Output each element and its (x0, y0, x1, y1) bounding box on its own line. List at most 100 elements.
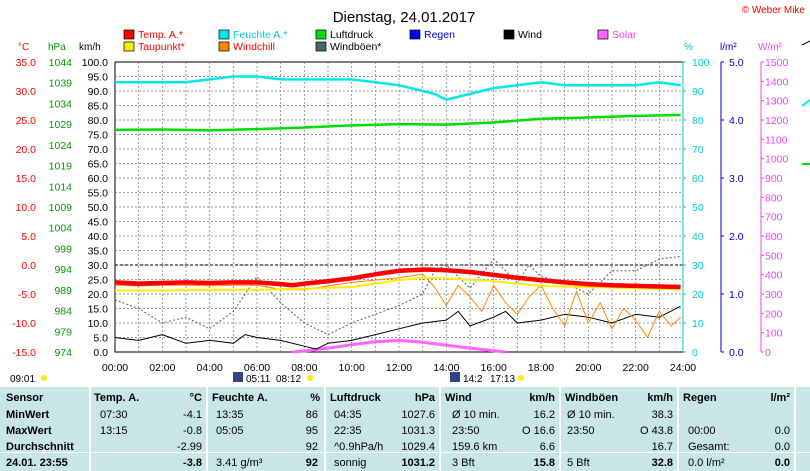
axis-tick-label: 974 (54, 347, 72, 359)
cell-wind-value: 15.8 (533, 457, 555, 469)
header-temp-unit: °C (189, 392, 202, 404)
axis-tick-label: 1034 (49, 98, 73, 110)
axis-tick-label: 5.0 (21, 231, 36, 243)
axis-tick-label: 35.0 (16, 57, 37, 69)
cell-humidity-time: 05:05 (216, 425, 244, 437)
cell-temp-value: -3.8 (183, 457, 202, 469)
cell-pressure-time: 04:35 (334, 409, 362, 421)
header-humidity-unit: % (310, 392, 320, 404)
axis-tick-label: 2.0 (729, 231, 744, 243)
cell-temp-time: 07:30 (100, 409, 128, 421)
axis-tick-label: 0 (692, 347, 698, 359)
weather-chart: Dienstag, 24.01.2017 © Weber Mike Temp. … (10, 5, 810, 385)
axis-tick-label: 1004 (49, 223, 73, 235)
cell-rain-value: 0.0 (774, 425, 790, 437)
cell-pressure-value: 1029.4 (401, 441, 435, 453)
axis-tick-label: 100 (765, 328, 783, 340)
axis-tick-label: 60 (692, 173, 704, 185)
legend-swatch (409, 29, 421, 40)
x-tick-label: 02:00 (149, 362, 175, 374)
axis-tick-label: 100 (692, 57, 710, 69)
x-tick-label: 10:00 (339, 362, 365, 374)
row-label: MinWert (6, 409, 50, 421)
axis-tick-label: 1300 (765, 96, 789, 108)
pressure-unit: hPa (48, 42, 66, 53)
axes: 35.0 30.0 25.0 20.0 15.0 10.0 5.0 0.0 -5.0 -10.0 -… (12, 57, 788, 374)
axis-tick-label: 55.0 (88, 188, 109, 200)
axis-tick-label: 1.0 (729, 289, 744, 301)
axis-tick-label: 70.0 (88, 144, 109, 156)
axis-tick-label: 994 (54, 264, 72, 276)
time-mark: 08:12 (276, 374, 301, 385)
legend-label: Windchill (233, 41, 275, 53)
axis-tick-label: 85.0 (88, 101, 109, 113)
right-edge-marks (801, 40, 810, 165)
cell-wind-desc: Ø 10 min. (452, 409, 500, 421)
cell-temp-value: -2.99 (176, 441, 202, 453)
cell-rain-value: 0.0 (774, 441, 790, 453)
legend-swatch (218, 41, 230, 52)
x-tick-label: 12:00 (386, 362, 412, 374)
sunrise-icon (233, 372, 243, 382)
series-line (115, 75, 681, 101)
cell-humidity-value: 92 (305, 457, 318, 469)
axis-tick-label: 20 (692, 289, 704, 301)
sun-icon (307, 375, 313, 381)
cell-wind-value: 6.6 (539, 441, 555, 453)
row-label: MaxWert (6, 425, 52, 437)
cell-humidity-time: 13:35 (216, 409, 244, 421)
x-tick-label: 18:00 (528, 362, 554, 374)
axis-tick-label: 400 (765, 270, 783, 282)
cell-humidity-value: 92 (305, 441, 318, 453)
axis-tick-label: 900 (765, 173, 783, 185)
wind-unit: km/h (79, 42, 101, 53)
solar-unit: W/m² (758, 42, 783, 53)
legend-label: Regen (424, 29, 455, 41)
axis-tick-label: 0.0 (21, 260, 36, 272)
axis-tick-label: 25.0 (88, 275, 109, 287)
header-pressure: Luftdruck (330, 392, 381, 404)
axis-tick-label: 500 (765, 250, 783, 262)
axis-tick-label: 989 (54, 285, 72, 297)
axis-tick-label: 45.0 (88, 217, 109, 229)
x-tick-label: 20:00 (575, 362, 601, 374)
header-sensor: Sensor (6, 392, 44, 404)
axis-tick-label: 90 (692, 86, 704, 98)
header-rain: Regen (683, 392, 717, 404)
sun-icon (518, 375, 524, 381)
legend-label: Solar (612, 29, 637, 41)
time-mark: 05:11 (246, 374, 271, 385)
axis-tick-label: 4.0 (729, 115, 744, 127)
axis-tick-label: 80 (692, 115, 704, 127)
time-marks: 09:01 05:11 08:12 14:2 17:13 (10, 372, 524, 385)
axis-tick-label: 1009 (49, 202, 73, 214)
axis-tick-label: 984 (54, 306, 72, 318)
axis-tick-label: 80.0 (88, 115, 109, 127)
legend-label: Windböen* (330, 41, 381, 53)
cell-pressure-time: 22:35 (334, 425, 362, 437)
axis-tick-label: 50 (692, 202, 704, 214)
legend-swatch (503, 29, 515, 40)
cell-wind-desc: 3 Bft (452, 457, 475, 469)
series-line (114, 305, 681, 350)
row-label: 24.01. 23:55 (6, 457, 68, 469)
time-mark: 17:13 (490, 374, 515, 385)
legend: Temp. A.* Feuchte A.* Luftdruck Regen Wind So… (123, 29, 637, 53)
cell-gust-value: 32.8 (651, 457, 673, 469)
axis-tick-label: -10.0 (12, 318, 36, 330)
axis-tick-label: 15.0 (88, 304, 109, 316)
time-mark: 14:2 (463, 374, 483, 385)
stats-table (0, 387, 810, 471)
chart-title: Dienstag, 24.01.2017 (333, 9, 476, 26)
axis-tick-label: 600 (765, 231, 783, 243)
legend-label: Feuchte A.* (233, 29, 287, 41)
x-tick-label: 00:00 (102, 362, 128, 374)
cell-temp-value: -4.1 (183, 409, 202, 421)
cell-wind-desc: 23:50 (452, 425, 480, 437)
axis-tick-label: -5.0 (18, 289, 36, 301)
header-wind-unit: km/h (529, 392, 555, 404)
rain-unit: l/m² (720, 42, 737, 53)
sunrise-icon (450, 372, 460, 382)
axis-tick-label: 65.0 (88, 159, 109, 171)
axis-tick-label: 15.0 (16, 173, 37, 185)
